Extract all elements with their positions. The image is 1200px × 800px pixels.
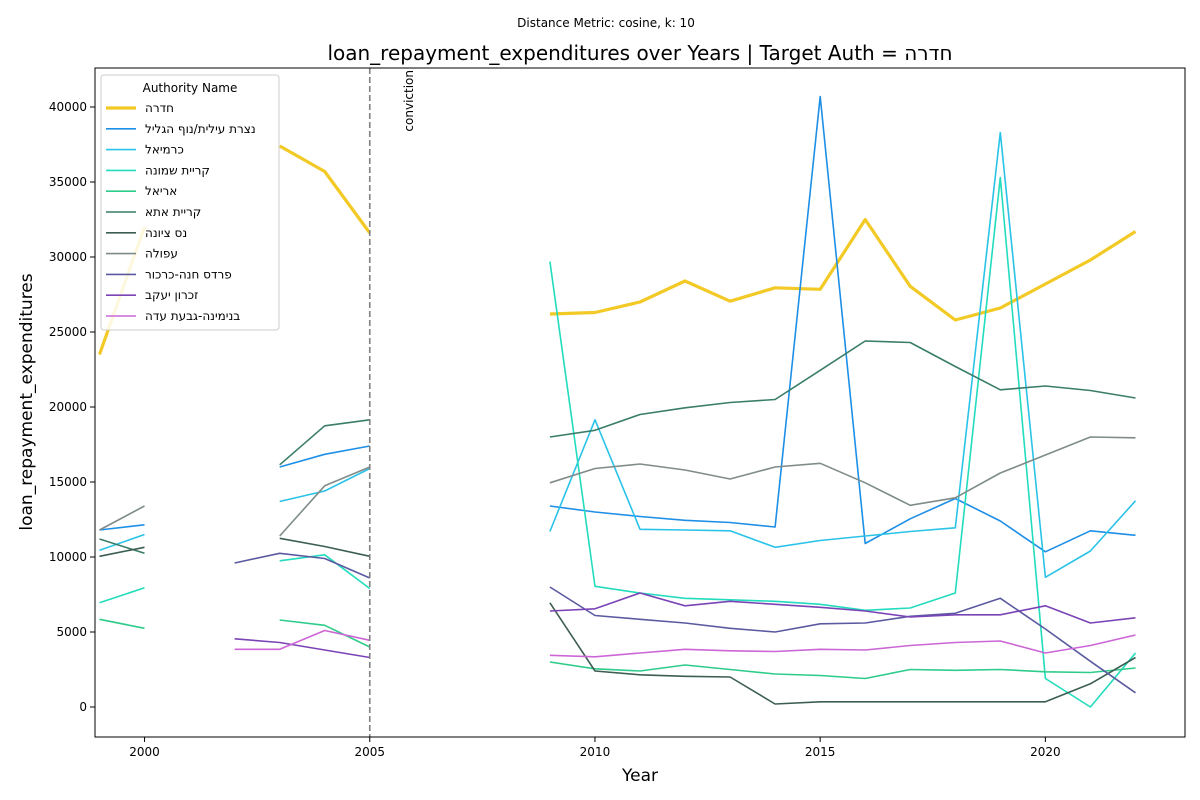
y-tick-label: 35000 <box>49 175 87 189</box>
series-line-1 <box>99 95 1136 553</box>
legend-title: Authority Name <box>143 81 238 95</box>
y-tick-label: 40000 <box>49 100 87 114</box>
series-line-3 <box>99 176 1137 708</box>
legend-box <box>100 74 280 331</box>
y-tick-label: 15000 <box>49 475 87 489</box>
legend-label: עפולה <box>145 247 178 261</box>
x-tick-label: 2010 <box>580 745 611 759</box>
plot-area: conviction 2000 2005 2010 2015 2020 0 5000 10000… <box>49 67 1186 759</box>
legend-label: פרדס חנה-כרכור <box>145 267 232 281</box>
legend-label: נס ציונה <box>145 226 187 240</box>
y-tick-label: 0 <box>79 700 87 714</box>
annotation-label: conviction <box>402 70 416 132</box>
legend-label: קריית שמונה <box>145 163 210 177</box>
legend-label: בנימינה-גבעת עדה <box>145 309 240 323</box>
series-line-4 <box>99 618 1136 680</box>
legend-label: זכרון יעקב <box>145 288 198 302</box>
y-tick-label: 25000 <box>49 325 87 339</box>
x-tick-label: 2000 <box>129 745 160 759</box>
legend-label: נצרת עילית/נוף הגליל <box>145 122 256 136</box>
x-axis-label: Year <box>621 766 658 786</box>
x-tick-label: 2020 <box>1030 745 1061 759</box>
series-line-10 <box>234 629 1136 658</box>
legend-label: קריית אתא <box>145 205 201 219</box>
y-tick-label: 30000 <box>49 250 87 264</box>
x-tick-label: 2005 <box>354 745 385 759</box>
series-line-2 <box>99 131 1137 579</box>
series-line-6 <box>99 537 1136 705</box>
y-tick-label: 20000 <box>49 400 87 414</box>
series-line-9 <box>234 592 1136 659</box>
legend-label: כרמיאל <box>145 143 184 157</box>
chart-suptitle: Distance Metric: cosine, k: 10 <box>517 16 695 30</box>
series-line-7 <box>99 436 1136 537</box>
plot-frame <box>94 67 1186 738</box>
y-tick-label: 5000 <box>56 625 87 639</box>
legend: Authority Name חדרה נצרת עילית/נוף הגליל כר… <box>100 74 280 331</box>
legend-label: חדרה <box>145 101 174 115</box>
series-line-5 <box>99 340 1136 555</box>
series-line-8 <box>234 552 1136 694</box>
x-tick-label: 2015 <box>805 745 836 759</box>
y-tick-label: 10000 <box>49 550 87 564</box>
y-axis-label: loan_repayment_expenditures <box>17 273 37 530</box>
chart-title: loan_repayment_expenditures over Years |… <box>327 41 952 65</box>
legend-label: אריאל <box>145 184 177 198</box>
